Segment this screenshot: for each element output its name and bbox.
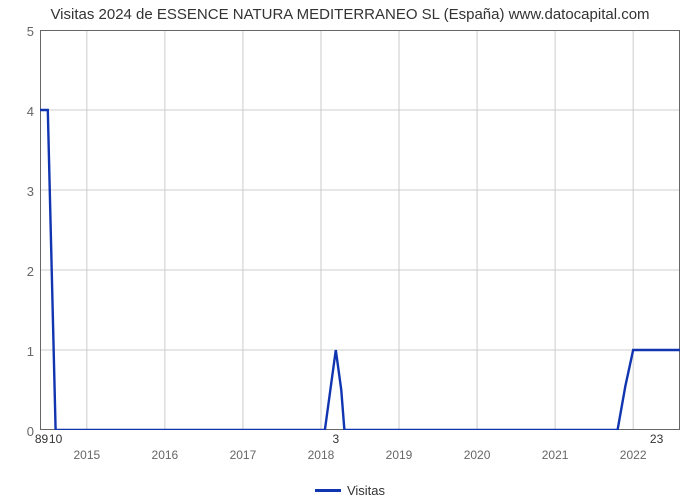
x-tick-label: 2019 bbox=[386, 448, 413, 462]
y-tick-label: 1 bbox=[27, 344, 34, 359]
y-tick-label: 4 bbox=[27, 104, 34, 119]
value-label: 10 bbox=[49, 432, 62, 446]
x-tick-label: 2018 bbox=[308, 448, 335, 462]
x-tick-label: 2022 bbox=[620, 448, 647, 462]
value-label: 23 bbox=[650, 432, 663, 446]
legend-swatch bbox=[315, 489, 341, 492]
value-label: 89 bbox=[35, 432, 48, 446]
value-label: 3 bbox=[332, 432, 339, 446]
legend: Visitas bbox=[0, 479, 700, 498]
x-tick-label: 2017 bbox=[230, 448, 257, 462]
x-tick-label: 2020 bbox=[464, 448, 491, 462]
chart-title: Visitas 2024 de ESSENCE NATURA MEDITERRA… bbox=[0, 0, 700, 23]
legend-item-visitas: Visitas bbox=[315, 483, 385, 498]
x-tick-label: 2021 bbox=[542, 448, 569, 462]
visits-line-chart: Visitas 2024 de ESSENCE NATURA MEDITERRA… bbox=[0, 0, 700, 500]
x-tick-label: 2015 bbox=[73, 448, 100, 462]
y-tick-label: 0 bbox=[27, 424, 34, 439]
y-tick-label: 3 bbox=[27, 184, 34, 199]
plot-area bbox=[40, 30, 680, 430]
y-tick-label: 5 bbox=[27, 24, 34, 39]
x-tick-label: 2016 bbox=[152, 448, 179, 462]
legend-label: Visitas bbox=[347, 483, 385, 498]
y-tick-label: 2 bbox=[27, 264, 34, 279]
